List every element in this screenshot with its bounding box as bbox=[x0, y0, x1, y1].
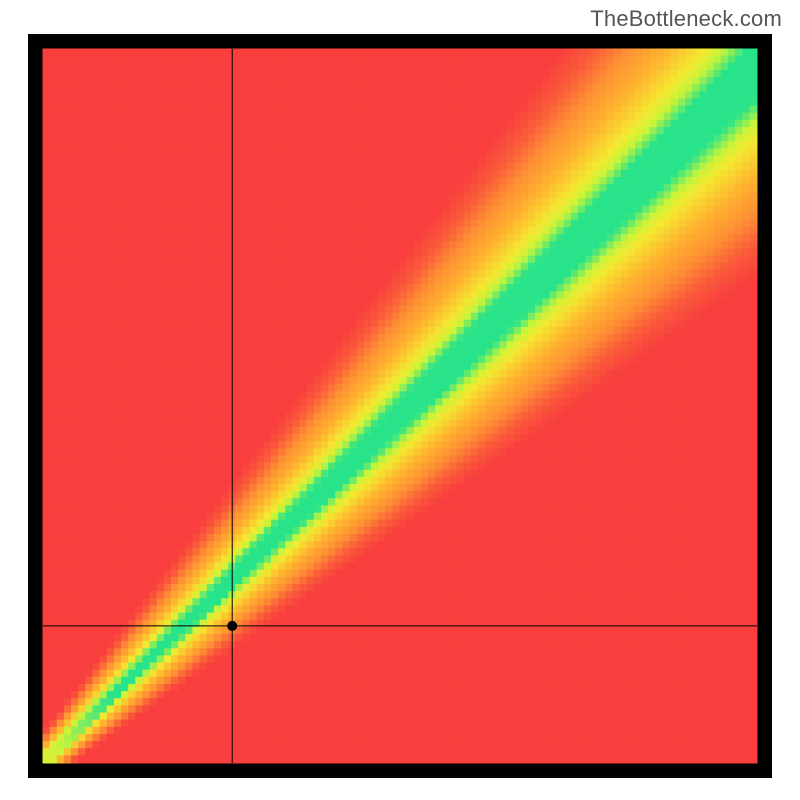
plot-frame bbox=[28, 34, 772, 778]
watermark-text: TheBottleneck.com bbox=[590, 6, 782, 32]
heatmap-chart bbox=[28, 34, 772, 778]
